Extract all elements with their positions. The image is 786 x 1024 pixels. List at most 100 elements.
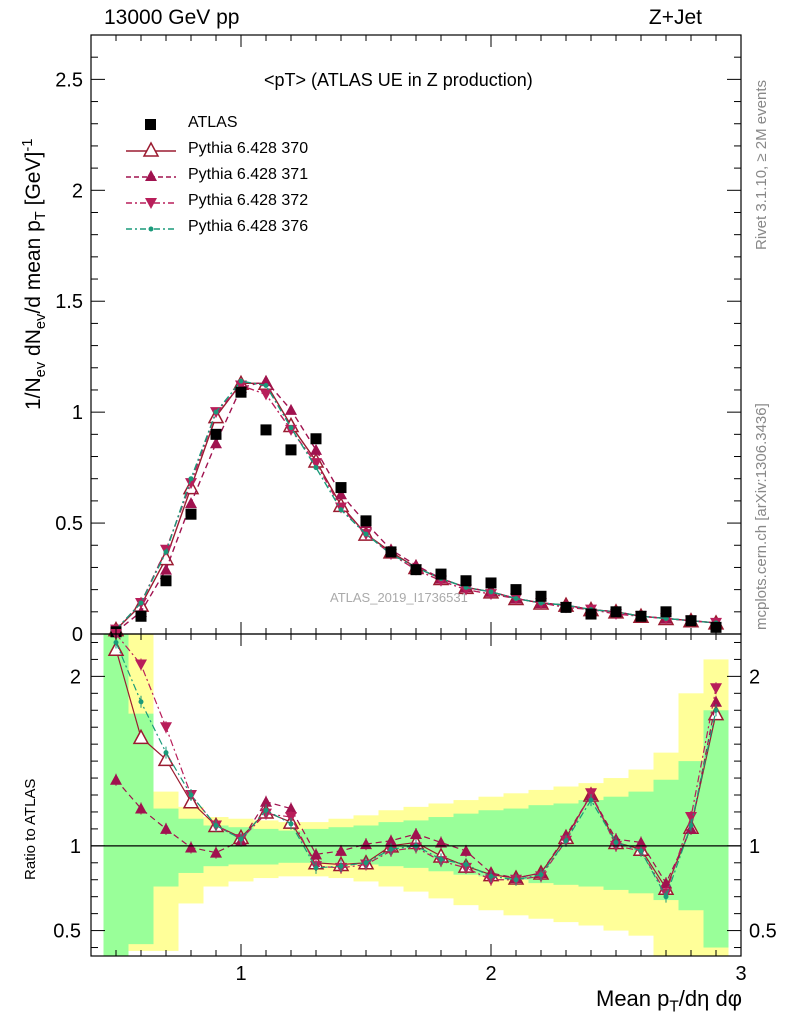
ratio-point [638,848,644,854]
data-point [235,380,247,392]
data-point [335,482,347,494]
ratio-band-green [503,808,529,880]
data-point [260,389,272,401]
ratio-point [188,792,194,798]
ratio-point [213,823,219,829]
data-point [160,575,172,587]
triangle-down-marker-icon [126,198,176,209]
data-point [660,606,672,618]
data-point [163,549,169,555]
analysis-watermark: ATLAS_2019_I1736531 [330,590,468,605]
data-point [235,386,247,398]
data-point [310,443,322,455]
ratio-band-green [153,808,179,887]
ratio-point [132,728,150,745]
ratio-point [513,877,519,883]
ratio-point [438,856,444,862]
x-axis-label: Mean pT/dη dφ [596,986,742,1016]
x-tick-label: 3 [735,963,746,985]
data-point [435,568,447,580]
ratio-band-green [703,710,729,948]
data-point [635,610,647,622]
data-point [238,378,244,384]
data-point [338,507,344,513]
ratio-point [110,773,122,785]
ratio-y-tick-label: 1 [70,836,81,858]
data-point [285,444,297,456]
x-tick-label: 1 [235,963,246,985]
ratio-band-green [103,634,129,956]
ratio-y-tick-label-right: 0.5 [749,921,777,943]
ratio-point [338,863,344,869]
data-point [188,476,194,482]
legend-label: Pythia 6.428 372 [188,192,309,209]
ratio-point [635,836,647,848]
ratio-point [160,722,172,734]
data-point [210,428,222,440]
data-point [285,403,297,415]
ratio-point [488,873,494,879]
ratio-y-tick-label: 2 [70,666,81,688]
ratio-point [585,788,597,800]
data-point [185,497,197,509]
ratio-point [335,844,347,856]
ratio-point [163,750,169,756]
ratio-point [688,823,694,829]
ratio-point [157,750,175,767]
data-point [360,515,372,527]
ratio-point [263,807,269,813]
data-point [213,409,219,415]
ratio-point [238,836,244,842]
data-point [488,589,494,595]
data-point [585,608,597,620]
data-point [385,546,397,558]
ratio-point [538,872,544,878]
legend-label: Pythia 6.428 371 [188,166,309,183]
ratio-point [613,839,619,845]
ratio-y-axis-label: Ratio to ATLAS [22,778,39,880]
ratio-point [182,793,200,809]
square-marker-icon [145,119,156,130]
energy-label: 13000 GeV pp [104,6,240,29]
data-point [560,601,572,613]
y-tick-label: 0 [72,624,83,646]
ratio-point [138,699,144,705]
legend-label: ATLAS [188,114,238,131]
ratio-point [288,821,294,827]
data-point [335,488,347,500]
data-point [260,375,272,387]
data-point [535,590,547,602]
ratio-point [388,846,394,852]
ratio-band-green [478,810,504,877]
data-point [310,458,322,470]
data-point [485,577,497,589]
ratio-point [410,827,422,839]
ratio-point [113,639,119,645]
rivet-version-label: Rivet 3.1.10, ≥ 2M events [753,80,770,250]
ratio-point [663,894,669,900]
data-point [410,564,422,576]
x-tick-label: 2 [485,963,496,985]
process-label: Z+Jet [648,6,702,29]
data-point [685,615,697,627]
ratio-point [588,797,594,803]
ratio-band-green [578,800,604,887]
ratio-point [310,848,322,860]
ratio-point [210,846,222,858]
ratio-point [710,683,722,695]
ratio-point [185,841,197,853]
data-point [138,600,144,606]
y-tick-label: 2 [72,180,83,202]
data-point [260,424,272,436]
y-tick-label: 1.5 [55,291,83,313]
data-point [710,621,722,633]
ratio-y-tick-label-right: 1 [749,836,760,858]
ratio-point [363,860,369,866]
data-point [460,575,472,587]
ratio-point [260,795,272,807]
ratio-point [713,707,719,713]
data-point [310,433,322,445]
data-point [363,531,369,537]
ratio-point [285,812,297,824]
data-point [160,563,172,575]
